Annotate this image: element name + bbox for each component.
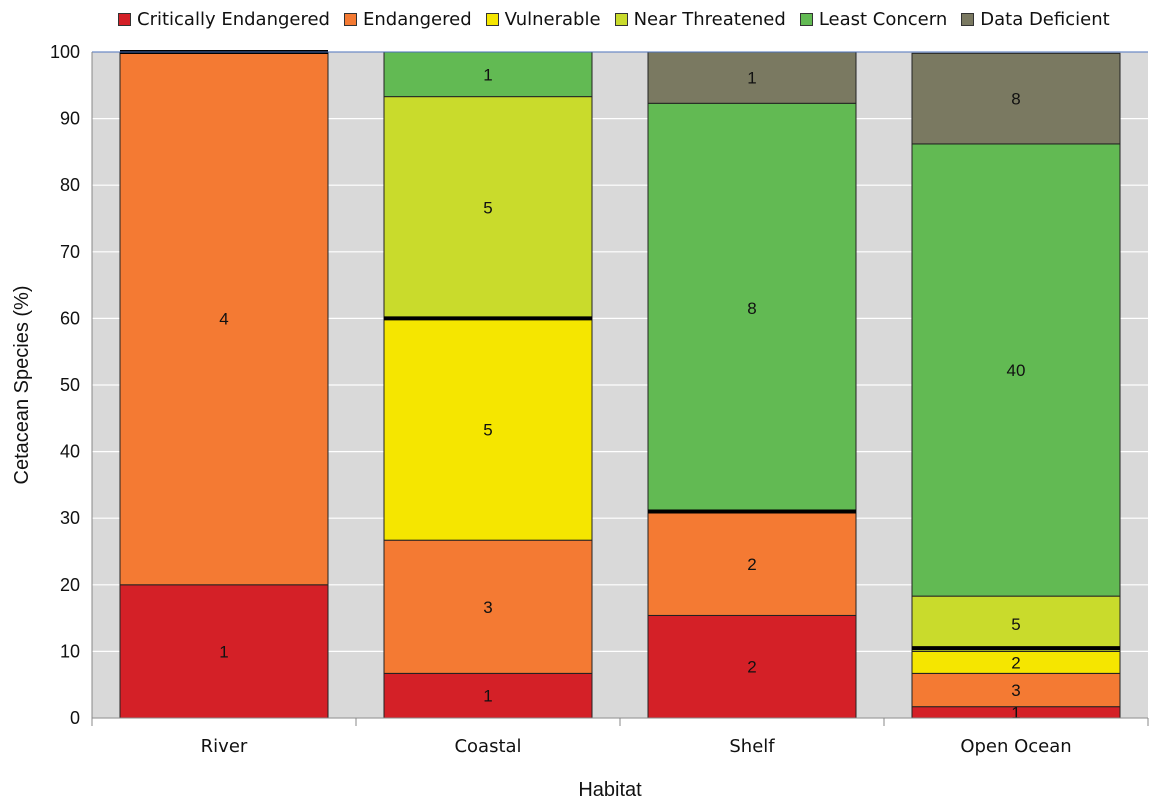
y-tick-label: 40 <box>60 442 80 462</box>
data-label: 3 <box>483 598 492 617</box>
bar-segment <box>383 96 593 319</box>
y-tick-label: 30 <box>60 508 80 528</box>
bar-segment <box>911 672 1121 708</box>
bar-segment <box>911 52 1121 145</box>
x-category-label: Open Ocean <box>960 736 1071 757</box>
y-tick-label: 70 <box>60 242 80 262</box>
y-tick-label: 10 <box>60 641 80 661</box>
y-tick-label: 50 <box>60 375 80 395</box>
y-axis-title: Cetacean Species (%) <box>11 286 33 485</box>
y-tick-labels: 0 10 20 30 40 50 60 70 80 90 100 <box>50 42 80 728</box>
legend-label: Endangered <box>362 8 472 30</box>
bar-segment <box>911 143 1121 597</box>
x-category-label: River <box>201 736 248 757</box>
legend-swatch <box>799 12 813 26</box>
legend-swatch <box>614 12 628 26</box>
legend-swatch <box>343 12 357 26</box>
legend-item: Near Threatened <box>614 8 786 30</box>
legend-label: Vulnerable <box>504 8 601 30</box>
bar-segment <box>647 102 857 514</box>
bar-segment <box>119 584 329 719</box>
data-label: 5 <box>483 199 492 218</box>
legend-item: Least Concern <box>799 8 948 30</box>
legend-label: Critically Endangered <box>137 8 330 30</box>
data-label: 5 <box>483 420 492 439</box>
data-label: 1 <box>1011 703 1020 722</box>
data-label: 2 <box>747 658 756 677</box>
y-tick-label: 100 <box>50 42 80 62</box>
legend-swatch <box>961 12 975 26</box>
data-label: 5 <box>1011 615 1020 634</box>
legend: Critically Endangered Endangered Vulnerabl… <box>118 8 1124 30</box>
legend-item: Critically Endangered <box>118 9 330 30</box>
x-axis-title: Habitat <box>578 779 642 801</box>
data-label: 1 <box>483 687 492 706</box>
data-label: 1 <box>747 69 756 88</box>
legend-swatch <box>118 12 131 26</box>
data-label: 1 <box>483 65 492 84</box>
data-label: 2 <box>1011 653 1020 672</box>
legend-item: Data Deficient <box>961 8 1110 30</box>
x-category-labels: River Coastal Shelf Open Ocean <box>201 736 1072 757</box>
y-tick-label: 20 <box>60 575 80 595</box>
bar-segment <box>911 595 1121 652</box>
bar-segment <box>647 512 857 616</box>
y-tick-label: 0 <box>70 708 80 728</box>
bar-segment <box>383 317 593 541</box>
bar-segment <box>383 539 593 674</box>
legend-item: Vulnerable <box>485 8 601 30</box>
data-label: 4 <box>219 309 228 328</box>
axes <box>91 51 1149 726</box>
data-label: 1 <box>219 642 228 661</box>
y-tick-label: 80 <box>60 175 80 195</box>
legend-label: Near Threatened <box>633 8 786 30</box>
x-category-label: Shelf <box>729 736 775 757</box>
bar-segment <box>383 672 593 719</box>
bar-segment <box>647 51 857 104</box>
data-label: 8 <box>747 299 756 318</box>
data-label: 8 <box>1011 90 1020 109</box>
y-tick-label: 60 <box>60 308 80 328</box>
legend-item: Endangered <box>343 8 472 30</box>
bar-segment <box>119 51 329 586</box>
legend-label: Data Deficient <box>980 8 1110 30</box>
legend-swatch <box>485 12 499 26</box>
legend-label: Least Concern <box>818 8 948 30</box>
data-label: 40 <box>1007 361 1026 380</box>
bar-segment <box>647 614 857 719</box>
bars: 1 4 1 3 5 5 1 2 2 8 1 1 3 2 5 40 8 <box>119 50 1121 722</box>
y-tick-label: 90 <box>60 109 80 129</box>
x-category-label: Coastal <box>454 736 521 757</box>
data-label: 3 <box>1011 681 1020 700</box>
data-label: 2 <box>747 555 756 574</box>
